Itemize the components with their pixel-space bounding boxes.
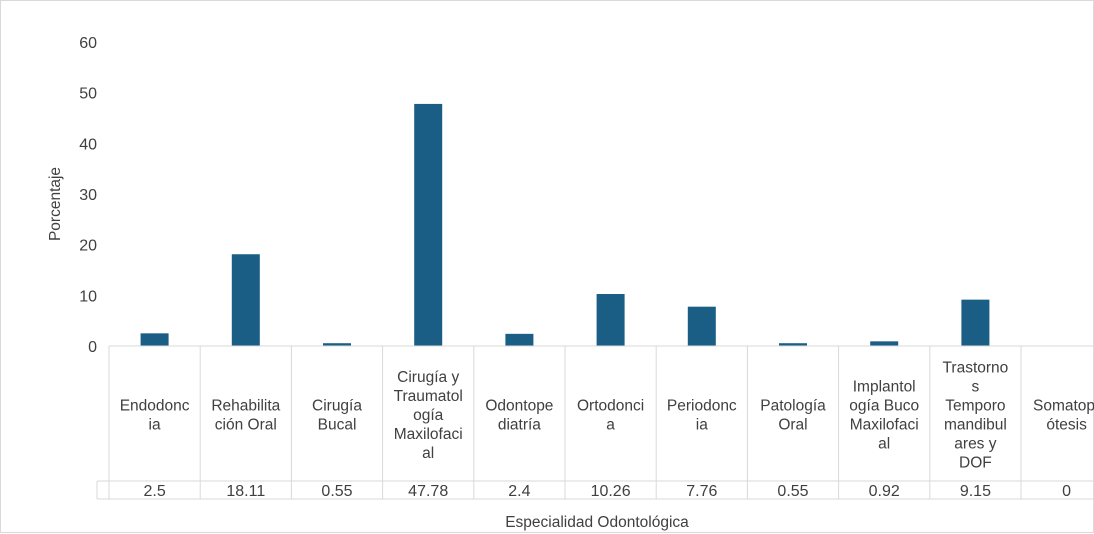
- category-label-line: Oral: [778, 416, 807, 433]
- bar: [687, 306, 716, 346]
- category-label-line: Temporo: [945, 397, 1005, 414]
- category-label: Somatopr ótesis: [1033, 397, 1094, 433]
- category-label-line: ótesis: [1046, 416, 1087, 433]
- data-table-value: 0.92: [869, 483, 900, 500]
- category-label-line: Bucal: [318, 416, 357, 433]
- category-label-line: diatría: [498, 416, 541, 433]
- category-label-line: Ortodonci: [577, 397, 644, 414]
- category-label-line: s: [972, 378, 980, 395]
- category-label-line: ia: [149, 416, 161, 433]
- data-table: Endodonc ia Rehabilita ción Oral Cirugía Buca…: [96, 345, 1094, 500]
- category-label: Odontope diatría: [485, 397, 553, 433]
- category-label: Endodonc ia: [120, 397, 190, 433]
- category-label-line: Odontope: [485, 397, 553, 414]
- data-table-value: 47.78: [408, 483, 448, 500]
- bar: [231, 254, 260, 346]
- category-label-line: Traumatol: [394, 388, 463, 405]
- bar: [870, 341, 899, 346]
- y-tick-label: 30: [79, 187, 97, 204]
- y-tick-label: 40: [79, 136, 97, 153]
- data-table-value: 18.11: [226, 483, 265, 500]
- data-table-value: 0: [1062, 483, 1071, 500]
- data-table-value: 2.4: [508, 483, 530, 500]
- category-label: Ortodonci a: [577, 397, 644, 433]
- data-table-value: 10.26: [591, 483, 631, 500]
- category-label: Cirugía Bucal: [312, 397, 362, 433]
- data-table-value: 2.5: [143, 483, 165, 500]
- category-label-line: Rehabilita: [211, 397, 280, 414]
- category-label-line: DOF: [959, 454, 992, 471]
- y-axis-ticks: 0 10 20 30 40 50 60: [79, 35, 97, 356]
- category-label: Cirugía y Traumatol ogía Maxilofaci al: [394, 369, 463, 462]
- data-table-value: 9.15: [960, 483, 991, 500]
- category-label-line: mandibul: [944, 416, 1007, 433]
- y-axis-title: Porcentaje: [47, 167, 64, 241]
- x-axis-title: Especialidad Odontológica: [505, 514, 689, 531]
- y-tick-label: 0: [88, 339, 97, 356]
- bar: [961, 299, 990, 346]
- category-label-line: a: [606, 416, 615, 433]
- category-label-line: Maxilofaci: [850, 416, 919, 433]
- bar: [323, 343, 351, 346]
- y-tick-label: 50: [79, 86, 97, 103]
- bar: [414, 103, 443, 346]
- data-table-value: 7.76: [686, 483, 717, 500]
- data-table-value: 0.55: [777, 483, 808, 500]
- category-label: Periodonc ia: [667, 397, 737, 433]
- bar: [779, 343, 807, 346]
- category-label-line: ia: [696, 416, 708, 433]
- category-label-line: Periodonc: [667, 397, 737, 414]
- category-label-line: Patología: [760, 397, 826, 414]
- category-label-line: Maxilofaci: [394, 426, 463, 443]
- category-label-line: Cirugía y: [397, 369, 459, 386]
- category-label-line: ogía: [413, 407, 444, 424]
- category-label-line: Implantol: [853, 378, 916, 395]
- category-label-line: Trastorno: [943, 359, 1009, 376]
- y-tick-label: 10: [79, 288, 97, 305]
- category-label: Patología Oral: [760, 397, 826, 433]
- category-label: Trastorno s Temporo mandibul ares y DOF: [943, 359, 1009, 471]
- category-label: Implantol ogía Buco Maxilofaci al: [849, 378, 919, 452]
- category-label-line: Endodonc: [120, 397, 190, 414]
- data-table-value: 0.55: [321, 483, 352, 500]
- category-label: Rehabilita ción Oral: [211, 397, 280, 433]
- bars: [140, 103, 990, 346]
- category-label-line: ogía Buco: [849, 397, 919, 414]
- bar: [596, 294, 625, 346]
- category-label-line: ción Oral: [215, 416, 277, 433]
- category-label-line: al: [422, 445, 434, 462]
- y-tick-label: 60: [79, 35, 97, 52]
- category-label-line: Somatopr: [1033, 397, 1094, 414]
- category-label-line: al: [878, 435, 890, 452]
- bar: [505, 333, 534, 346]
- category-label-line: ares y: [954, 435, 996, 452]
- bar: [140, 333, 169, 346]
- y-tick-label: 20: [79, 238, 97, 255]
- category-label-line: Cirugía: [312, 397, 362, 414]
